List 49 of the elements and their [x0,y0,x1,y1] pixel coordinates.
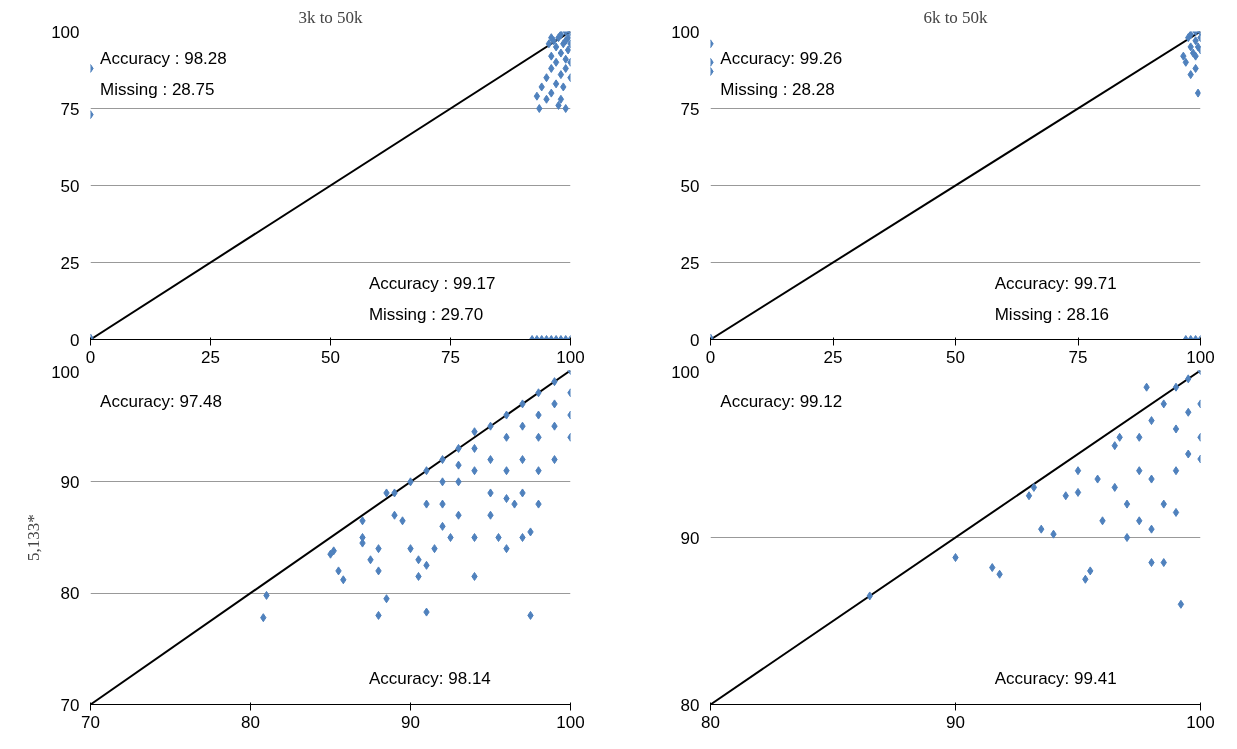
x-tick-label: 0 [705,347,716,367]
y-tick-label: 25 [60,253,80,273]
x-tick-label: 100 [1186,712,1215,732]
annotation: Missing : 28.16 [994,305,1110,325]
y-tick-label: 0 [690,330,700,350]
x-tick-label: 25 [201,347,220,367]
y-tick-label: 0 [70,330,80,350]
x-tick-label: 100 [556,712,585,732]
annotation: Missing : 28.28 [720,80,835,100]
annotation: Accuracy: 99.12 [720,391,843,411]
x-tick-label: 25 [823,347,843,367]
y-axis-title: 5,133* [24,514,44,561]
y-tick-label: 70 [60,695,80,715]
annotation: Accuracy: 99.26 [720,49,843,69]
annotation: Accuracy : 99.17 [368,274,496,294]
y-tick-label: 75 [680,99,700,119]
x-tick-label: 75 [1068,347,1088,367]
x-tick-label: 90 [401,712,420,732]
annotation: Accuracy: 97.48 [100,391,223,411]
chart-title: 6k to 50k [923,7,989,27]
x-tick-label: 70 [81,712,100,732]
y-tick-label: 100 [671,22,700,42]
x-tick-label: 50 [946,347,965,367]
x-tick-label: 75 [441,347,460,367]
y-tick-label: 100 [671,362,700,382]
y-tick-label: 100 [51,362,80,382]
annotation: Missing : 28.75 [100,80,215,100]
x-tick-label: 80 [701,712,720,732]
y-tick-label: 100 [51,22,80,42]
x-tick-label: 50 [321,347,340,367]
y-tick-label: 50 [680,176,700,196]
x-tick-label: 0 [85,347,96,367]
y-tick-label: 90 [680,528,700,548]
y-tick-label: 50 [60,176,80,196]
y-tick-label: 25 [680,253,700,273]
annotation: Accuracy: 99.71 [994,274,1117,294]
x-tick-label: 80 [241,712,260,732]
annotation: Missing : 29.70 [368,305,484,325]
y-tick-label: 90 [60,472,80,492]
y-tick-label: 80 [680,695,700,715]
annotation: Accuracy : 98.28 [100,49,227,69]
y-tick-label: 75 [60,99,80,119]
annotation: Accuracy: 99.41 [994,668,1117,688]
x-tick-label: 90 [946,712,965,732]
y-tick-label: 80 [60,584,80,604]
annotation: Accuracy: 98.14 [368,668,491,688]
chart-title: 3k to 50k [298,7,364,27]
x-tick-label: 100 [556,347,585,367]
x-tick-label: 100 [1186,347,1215,367]
